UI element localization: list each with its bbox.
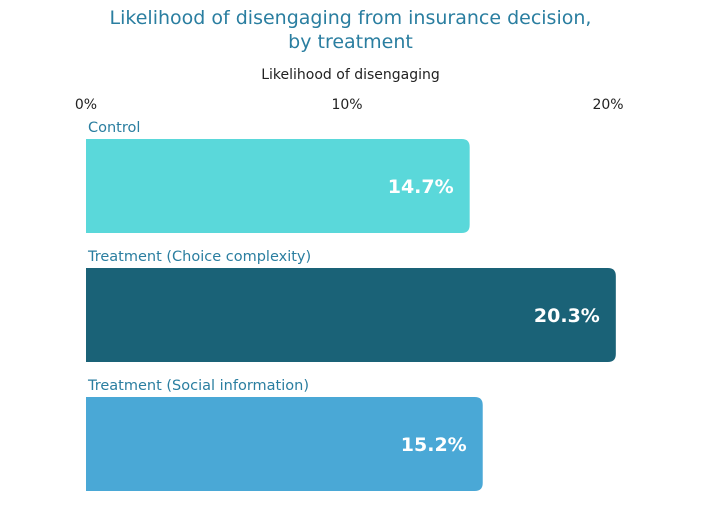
category-label-treatment-social-information: Treatment (Social information) [87, 378, 309, 394]
category-label-treatment-choice-complexity: Treatment (Choice complexity) [87, 249, 311, 265]
value-label-treatment-choice-complexity: 20.3% [534, 305, 600, 327]
bar-control [86, 139, 470, 233]
x-tick-label: 10% [331, 97, 362, 113]
chart-title-line-2: by treatment [288, 31, 413, 53]
x-tick-label: 20% [592, 97, 623, 113]
category-label-control: Control [88, 120, 140, 136]
chart-title-line-1: Likelihood of disengaging from insurance… [109, 7, 592, 29]
value-label-treatment-social-information: 15.2% [401, 434, 467, 456]
x-tick-label: 0% [75, 97, 97, 113]
bar-treatment-social-information [86, 397, 483, 491]
value-label-control: 14.7% [388, 176, 454, 198]
bar-treatment-choice-complexity [86, 268, 616, 362]
x-axis-label: Likelihood of disengaging [261, 67, 440, 83]
